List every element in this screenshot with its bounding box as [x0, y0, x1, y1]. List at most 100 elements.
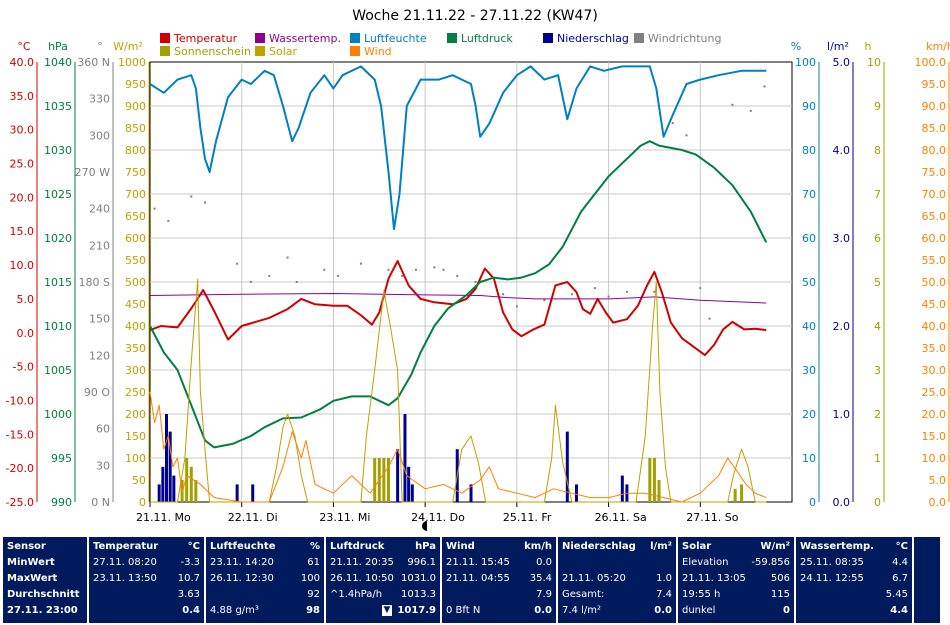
humidity-tick-label: 50 — [802, 276, 816, 289]
weather-chart: Woche 21.11.22 - 27.11.22 (KW47) Tempera… — [6, 8, 950, 531]
niederschlag-bar — [565, 431, 569, 502]
sonnenschein-bar — [189, 466, 193, 502]
windrichtung-point — [295, 281, 298, 283]
luftdruck-unit: hPa — [415, 541, 436, 552]
direction-tick-label: 150 — [89, 313, 110, 326]
luftdruck-trend: ^1.4hPa/h — [330, 589, 383, 600]
wind-max-value: 35.4 — [529, 573, 552, 584]
solar-tick-label: 200 — [125, 408, 146, 421]
wassertemp-current-value: 4.4 — [890, 605, 908, 616]
direction-tick-label: 210 — [89, 239, 110, 252]
niederschlag-bar — [396, 449, 400, 502]
niederschlag-bar — [251, 484, 255, 502]
niederschlag-total-label: Gesamt: — [562, 589, 605, 600]
series-line-luftdruck — [149, 140, 768, 449]
wind-column: Wind km/h 21.11. 15:45 0.0 21.11. 04:55 35.… — [442, 537, 556, 623]
direction-tick-label: 270 W — [75, 166, 110, 179]
sonnenschein-bar — [185, 458, 189, 502]
wind-tick-label: 75.0 — [922, 166, 947, 179]
niederschlag-bar — [235, 484, 239, 502]
direction-tick-label: 300 — [89, 129, 110, 142]
wind-max-date: 21.11. 04:55 — [446, 573, 510, 584]
sensor-header: Sensor — [7, 541, 46, 552]
humidity-tick-label: 60 — [802, 232, 816, 245]
humidity-tick-label: 0 — [809, 496, 816, 509]
solar-elevation-label: Elevation — [682, 557, 729, 568]
wassertemp-column: Wassertemp. °C 25.11. 08:35 4.4 24.11. 12:… — [796, 537, 912, 623]
windrichtung-point — [708, 317, 711, 320]
luftfeuchte-min-value: 61 — [307, 557, 320, 568]
sunshine-tick-label: 8 — [874, 144, 881, 157]
sunshine-tick-label: 0 — [874, 496, 881, 509]
direction-tick-label: 60 — [96, 423, 110, 436]
temperature-tick-label: 0.0 — [17, 327, 35, 340]
day-label: 26.11. Sa — [595, 511, 647, 524]
direction-tick-label: 330 — [89, 93, 110, 106]
solar-tick-label: 300 — [125, 364, 146, 377]
wind-min-date: 21.11. 15:45 — [446, 557, 510, 568]
solar-max-value: 506 — [770, 573, 790, 584]
windrichtung-point — [515, 305, 518, 308]
sonnenschein-bar — [733, 488, 737, 502]
sensor-column: Sensor MinWert MaxWert Durchschnitt 27.1… — [3, 537, 87, 623]
windrichtung-point — [204, 201, 207, 204]
windrichtung-point — [387, 268, 390, 271]
temperature-tick-label: -25.0 — [6, 496, 34, 509]
luftdruck-max-date: 26.11. 10:50 — [330, 573, 394, 584]
wind-tick-label: 65.0 — [922, 210, 947, 223]
wassertemp-min-value: 4.4 — [892, 557, 908, 568]
temperature-tick-label: 20.0 — [10, 191, 35, 204]
temperatur-max-value: 10.7 — [177, 573, 200, 584]
sonnenschein-bar — [386, 458, 390, 502]
direction-tick-label: 180 S — [79, 276, 110, 289]
niederschlag-bar — [410, 484, 414, 502]
windrichtung-point — [570, 293, 573, 296]
pressure-tick-label: 1025 — [44, 188, 72, 201]
sunshine-tick-label: 5 — [874, 276, 881, 289]
solar-tick-label: 0 — [139, 496, 146, 509]
temperature-tick-label: 40.0 — [10, 56, 35, 69]
direction-tick-label: 30 — [96, 459, 110, 472]
wassertemp-avg-value: 5.45 — [885, 589, 908, 600]
day-label: 24.11. Do — [411, 511, 465, 524]
windrichtung-point — [653, 290, 656, 293]
humidity-tick-label: 10 — [802, 452, 816, 465]
wind-avg-value: 7.9 — [536, 589, 552, 600]
niederschlag-total-value: 7.4 — [656, 589, 672, 600]
humidity-unit-label: % — [791, 40, 801, 53]
niederschlag-bar — [157, 484, 161, 502]
rain-tick-label: 4.0 — [833, 144, 851, 157]
solar-max-date: 21.11. 13:05 — [682, 573, 746, 584]
niederschlag-unit: l/m² — [650, 541, 672, 552]
legend-swatch — [160, 46, 170, 56]
solar-unit: W/m² — [760, 541, 790, 552]
sonnenschein-bar — [740, 484, 744, 502]
niederschlag-bar — [469, 484, 473, 502]
series-line-wassertemp — [149, 293, 767, 304]
niederschlag-max-value: 1.0 — [656, 573, 672, 584]
pressure-tick-label: 1015 — [44, 276, 72, 289]
niederschlag-column: Niederschlag l/m² 21.11. 05:20 1.0 Gesamt:… — [558, 537, 676, 623]
trend-down-icon: ▼ — [382, 605, 392, 616]
niederschlag-bar — [403, 414, 407, 502]
luftfeuchte-avg-value: 92 — [307, 589, 320, 600]
windrichtung-point — [685, 134, 688, 137]
temperatur-max-date: 23.11. 13:50 — [93, 573, 157, 584]
solar-tick-label: 600 — [125, 232, 146, 245]
luftfeuchte-min-date: 23.11. 14:20 — [210, 557, 274, 568]
temperatur-header: Temperatur — [93, 541, 159, 552]
luftdruck-min-value: 996.1 — [407, 557, 436, 568]
temperature-tick-label: 25.0 — [10, 158, 35, 171]
niederschlag-header: Niederschlag — [562, 541, 636, 552]
legend-label: Temperatur — [173, 32, 238, 45]
solar-current-value: 0 — [783, 605, 790, 616]
windrichtung-point — [456, 274, 459, 277]
wassertemp-max-value: 6.7 — [892, 573, 908, 584]
chart-plot-area — [149, 65, 768, 503]
windrichtung-point — [286, 256, 289, 259]
sensor-durchschnitt: Durchschnitt — [7, 589, 80, 600]
luftdruck-current-value: 1017.9 — [397, 605, 436, 616]
wind-tick-label: 30.0 — [922, 364, 947, 377]
solar-tick-label: 100 — [125, 452, 146, 465]
sunshine-unit-label: h — [865, 40, 872, 53]
